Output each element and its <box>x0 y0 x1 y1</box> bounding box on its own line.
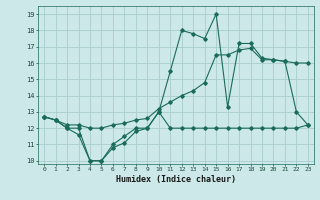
X-axis label: Humidex (Indice chaleur): Humidex (Indice chaleur) <box>116 175 236 184</box>
